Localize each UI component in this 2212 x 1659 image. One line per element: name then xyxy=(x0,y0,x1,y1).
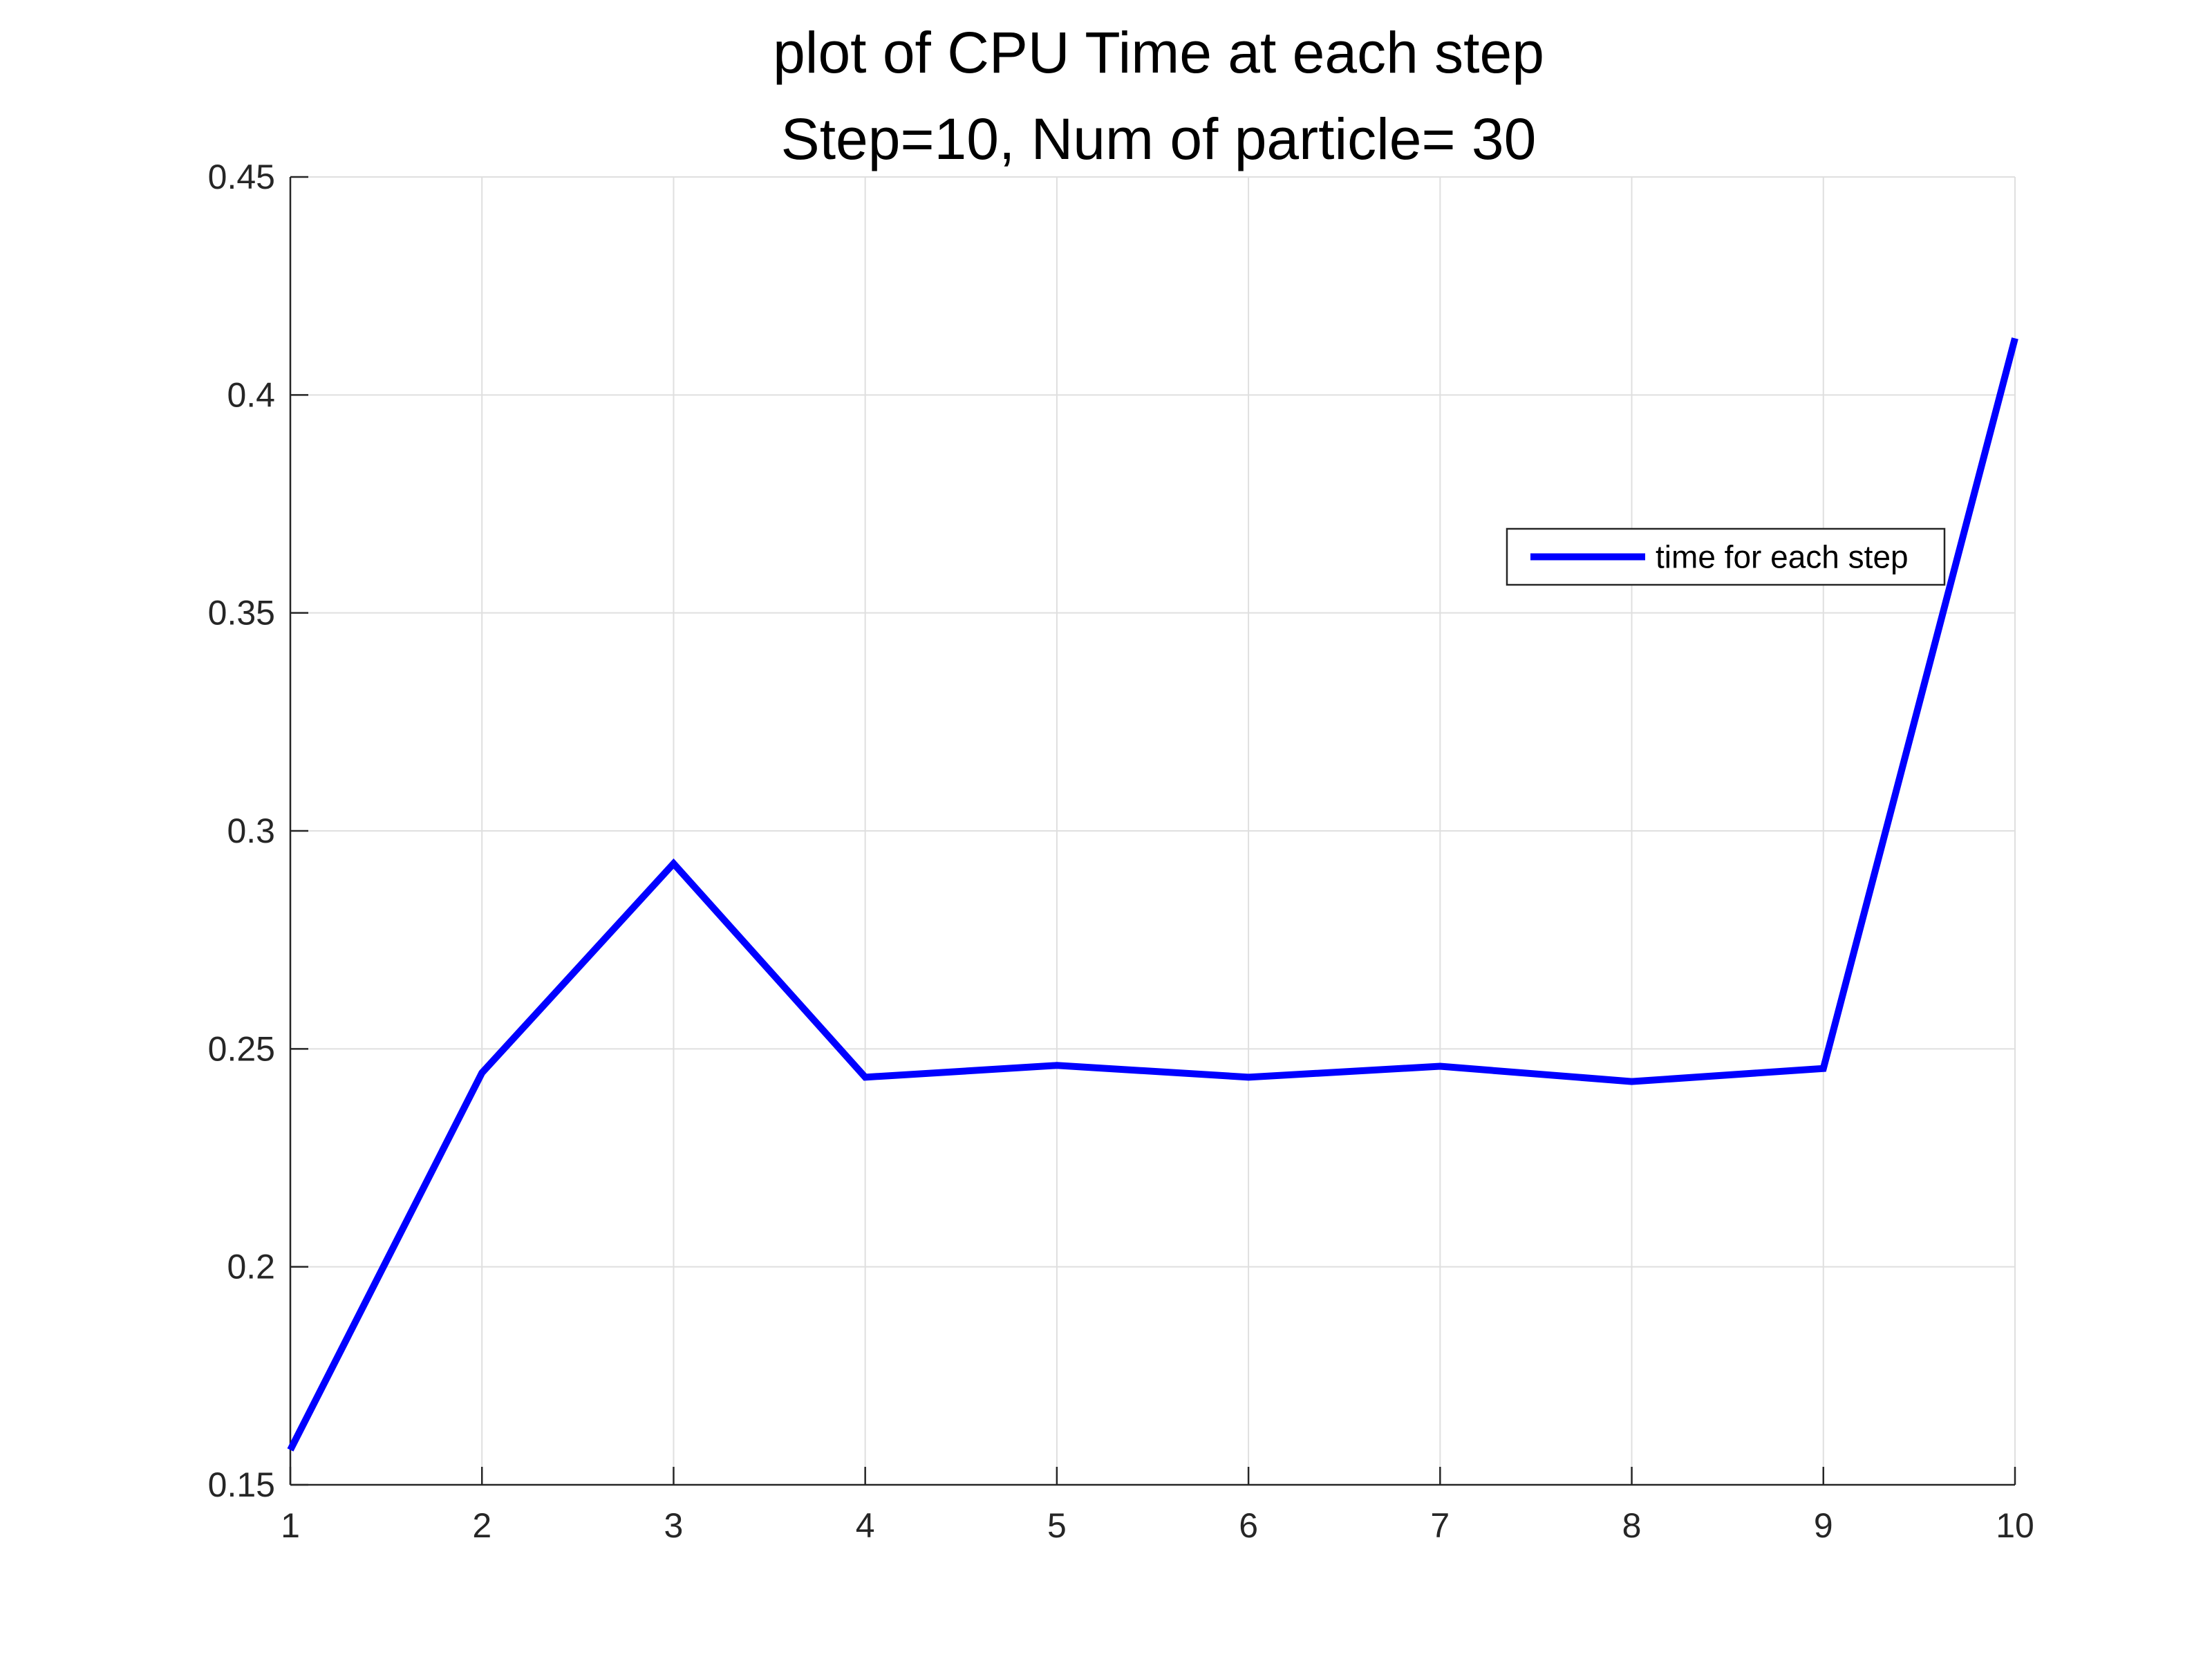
grid-lines xyxy=(290,176,2016,1485)
chart-subtitle: Step=10, Num of particle= 30 xyxy=(781,106,1537,171)
y-tick-label: 0.4 xyxy=(227,375,275,414)
y-tick-label: 0.3 xyxy=(227,812,275,850)
y-tick-label: 0.2 xyxy=(227,1248,275,1286)
series-line xyxy=(287,337,2018,1452)
axis-ticks: 1 2 3 4 5 6 7 8 9 10 0.15 0.2 0.25 0.3 0.35 0.4 0.45 xyxy=(208,158,2034,1545)
x-tick-label: 9 xyxy=(1814,1506,1833,1545)
x-tick-label: 8 xyxy=(1622,1506,1642,1545)
y-tick-label: 0.45 xyxy=(208,158,275,196)
y-tick-label: 0.35 xyxy=(208,594,275,632)
x-tick-label: 7 xyxy=(1430,1506,1450,1545)
y-tick-label: 0.15 xyxy=(208,1465,275,1504)
y-tick-label: 0.25 xyxy=(208,1029,275,1068)
x-tick-label: 5 xyxy=(1047,1506,1067,1545)
data-series xyxy=(287,337,2018,1452)
x-tick-label: 6 xyxy=(1239,1506,1258,1545)
x-tick-label: 2 xyxy=(472,1506,491,1545)
x-tick-label: 1 xyxy=(281,1506,300,1545)
legend: time for each step xyxy=(1506,527,1946,586)
x-tick-label: 10 xyxy=(1996,1506,2034,1545)
x-tick-label: 4 xyxy=(856,1506,875,1545)
legend-label: time for each step xyxy=(1656,539,1909,575)
chart-title: plot of CPU Time at each step xyxy=(773,20,1544,85)
x-tick-label: 3 xyxy=(664,1506,684,1545)
